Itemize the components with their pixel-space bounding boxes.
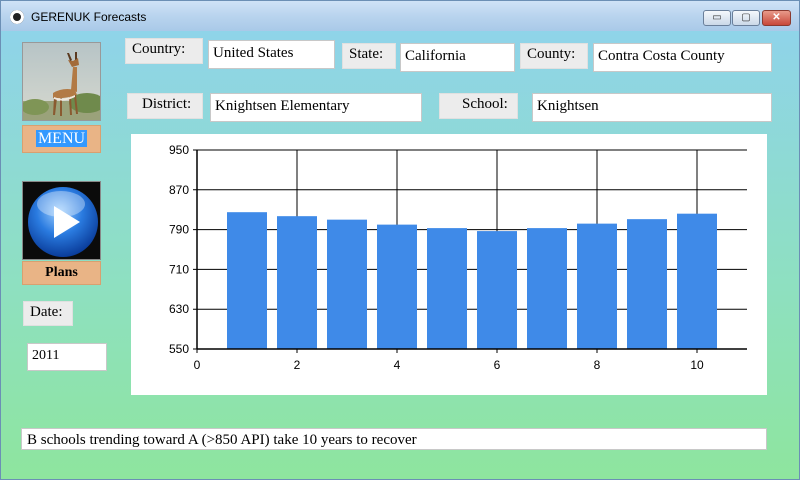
bar — [527, 228, 567, 349]
district-label: District: — [127, 93, 203, 119]
x-tick-label: 2 — [294, 358, 301, 372]
bar — [277, 216, 317, 349]
app-logo-icon — [10, 10, 24, 24]
bar — [577, 223, 617, 349]
bar — [627, 219, 667, 349]
y-tick-label: 950 — [169, 143, 189, 157]
y-tick-label: 710 — [169, 262, 189, 276]
menu-button-label: MENU — [35, 130, 88, 147]
county-field[interactable]: Contra Costa County — [593, 43, 772, 72]
date-label: Date: — [23, 301, 73, 326]
x-tick-label: 6 — [494, 358, 501, 372]
y-tick-label: 550 — [169, 342, 189, 356]
bar — [677, 213, 717, 349]
minimize-button[interactable]: ▭ — [703, 10, 731, 26]
school-field[interactable]: Knightsen — [532, 93, 772, 122]
maximize-button[interactable]: ▢ — [732, 10, 760, 26]
x-tick-label: 8 — [594, 358, 601, 372]
window-title: GERENUK Forecasts — [31, 10, 147, 24]
title-bar[interactable]: GERENUK Forecasts ▭ ▢ ✕ — [1, 1, 799, 31]
bar — [427, 228, 467, 349]
bar — [377, 224, 417, 349]
chart-panel: 550 630 710 790 870 950 0 2 4 6 8 10 — [131, 134, 767, 395]
country-label: Country: — [125, 38, 203, 64]
y-tick-label: 630 — [169, 302, 189, 316]
x-tick-label: 0 — [194, 358, 201, 372]
api-forecast-chart: 550 630 710 790 870 950 0 2 4 6 8 10 — [169, 143, 747, 372]
y-tick-label: 790 — [169, 223, 189, 237]
forecast-message: B schools trending toward A (>850 API) t… — [21, 428, 767, 450]
gerenuk-photo-icon[interactable] — [22, 42, 101, 121]
menu-button[interactable]: MENU — [22, 125, 101, 153]
bar — [227, 212, 267, 349]
close-button[interactable]: ✕ — [762, 10, 791, 26]
county-label: County: — [520, 43, 588, 69]
state-label: State: — [342, 43, 396, 69]
y-tick-label: 870 — [169, 183, 189, 197]
bar — [477, 231, 517, 349]
school-label: School: — [439, 93, 518, 119]
x-tick-label: 10 — [690, 358, 704, 372]
country-field[interactable]: United States — [208, 40, 335, 69]
bar — [327, 219, 367, 349]
x-tick-label: 4 — [394, 358, 401, 372]
plans-button[interactable]: Plans — [22, 261, 101, 285]
district-field[interactable]: Knightsen Elementary — [210, 93, 422, 122]
plans-play-icon[interactable] — [22, 181, 101, 260]
date-field[interactable]: 2011 — [27, 343, 107, 371]
state-field[interactable]: California — [400, 43, 515, 72]
